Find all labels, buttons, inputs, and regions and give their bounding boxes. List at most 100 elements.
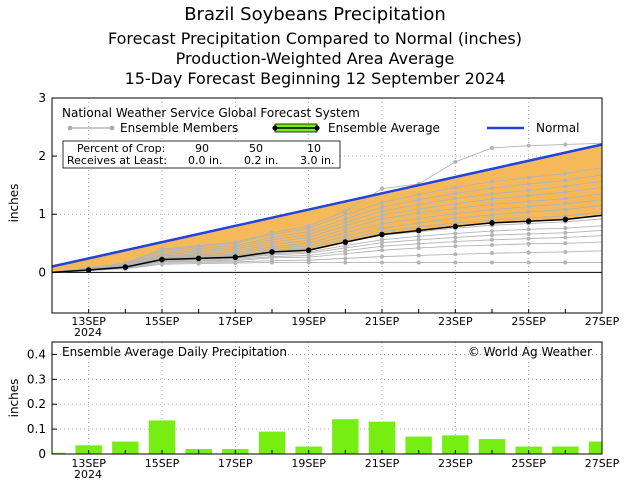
ensemble-member-point	[490, 233, 494, 238]
crop-table-row1-label: Percent of Crop:	[77, 142, 165, 155]
ensemble-member-point	[343, 212, 348, 217]
bottom-x-tick-label: 21SEP	[365, 457, 400, 470]
ensemble-member-point	[453, 216, 458, 221]
crop-table-box	[62, 140, 341, 169]
ensemble-member-point	[380, 226, 384, 231]
crop-table-row1-value-1: 90	[195, 142, 209, 155]
ensemble-member-series	[51, 199, 603, 273]
ensemble-member-point	[490, 243, 494, 248]
ensemble-member-point	[380, 205, 384, 210]
ensemble-member-point	[343, 256, 348, 261]
ensemble-member-point	[343, 234, 348, 239]
ensemble-member-point	[380, 186, 384, 191]
ensemble-member-line	[51, 180, 603, 273]
ensemble-member-point	[526, 182, 531, 186]
top-x-tick-label: 13SEP	[71, 315, 106, 328]
ensemble-member-point	[453, 159, 458, 164]
top-x-tick-label: 17SEP	[218, 315, 253, 328]
legend-average-dot-right	[314, 125, 320, 131]
ensemble-member-point	[196, 243, 201, 248]
ensemble-member-point	[306, 229, 311, 234]
ensemble-member-point	[526, 227, 531, 232]
ensemble-member-point	[526, 193, 531, 198]
ensemble-average-point	[122, 264, 129, 270]
chart-subtitle-3: 15-Day Forecast Beginning 12 September 2…	[124, 69, 506, 88]
daily-bar	[112, 441, 139, 454]
ensemble-member-point	[490, 260, 494, 265]
daily-bar	[75, 445, 102, 454]
ensemble-member-point	[526, 209, 531, 214]
ensemble-member-point	[526, 236, 531, 241]
ensemble-member-point	[453, 239, 458, 244]
daily-bar	[442, 435, 469, 454]
ensemble-member-point	[343, 230, 348, 235]
ensemble-member-point	[490, 145, 494, 150]
ensemble-member-point	[416, 211, 421, 216]
daily-bar	[588, 441, 602, 454]
chart-subtitle: Forecast Precipitation Compared to Norma…	[107, 29, 522, 48]
top-y-tick-label: 3	[38, 91, 46, 105]
ensemble-average-point	[159, 256, 165, 263]
bottom-y-tick-label: 0	[38, 447, 46, 461]
ensemble-member-point	[233, 240, 238, 245]
daily-bar	[478, 439, 506, 454]
ensemble-member-point	[490, 197, 494, 202]
ensemble-member-point	[453, 206, 458, 211]
ensemble-member-point	[563, 190, 568, 195]
ensemble-member-point	[160, 247, 164, 252]
ensemble-member-point	[416, 260, 421, 265]
ensemble-average-point	[232, 254, 239, 261]
ensemble-member-series	[51, 142, 603, 273]
top-x-tick-label: 21SEP	[365, 315, 400, 328]
cumulative-panel: 0 1 2 3 13SEP 15SEP 17SEP 19SEP 21SEP 23SEP 25SEP…	[7, 91, 620, 339]
bottom-x-tick-label: 19SEP	[291, 457, 326, 470]
ensemble-member-point	[453, 231, 458, 236]
ensemble-member-point	[526, 260, 531, 265]
ensemble-member-point	[306, 223, 311, 228]
ensemble-member-line	[51, 193, 603, 273]
ensemble-member-point	[563, 207, 568, 212]
ensemble-member-point	[343, 220, 348, 225]
ensemble-member-point	[416, 216, 421, 221]
daily-bar	[332, 419, 359, 454]
bottom-y-tick-label: 0.1	[27, 422, 46, 436]
ensemble-member-point	[416, 192, 421, 197]
ensemble-member-point	[526, 204, 531, 209]
ensemble-average-point	[269, 249, 275, 255]
legend-members-dot-right	[109, 125, 115, 131]
bottom-year-label: 2024	[74, 468, 102, 481]
ensemble-member-point	[380, 260, 384, 265]
ensemble-member-point	[416, 202, 421, 207]
ensemble-member-point	[563, 249, 568, 254]
ensemble-member-point	[563, 260, 568, 265]
ensemble-average-point	[452, 223, 459, 230]
legend-members-label: Ensemble Members	[120, 121, 238, 135]
bottom-x-tick-label: 17SEP	[218, 457, 253, 470]
top-plot-frame	[51, 97, 603, 314]
bottom-panel-title: Ensemble Average Daily Precipitation	[62, 345, 287, 359]
crop-table-row2-label: Receives at Least:	[67, 154, 167, 167]
ensemble-member-point	[490, 202, 494, 207]
ensemble-member-line	[51, 235, 603, 273]
ensemble-member-point	[380, 200, 384, 205]
ensemble-average-point	[85, 267, 92, 273]
ensemble-member-point	[380, 240, 384, 245]
chart-title: Brazil Soybeans Precipitation	[184, 4, 446, 25]
ensemble-member-point	[306, 258, 311, 263]
ensemble-member-point	[490, 207, 494, 212]
ensemble-member-line	[51, 174, 603, 273]
bottom-x-tick-label: 15SEP	[145, 457, 180, 470]
ensemble-average-line	[51, 214, 603, 274]
top-y-tick-label: 0	[38, 265, 46, 279]
ensemble-member-point	[563, 235, 568, 240]
ensemble-member-point	[270, 230, 274, 235]
ensemble-member-point	[453, 191, 458, 196]
ensemble-average-markers	[85, 216, 569, 273]
ensemble-member-line	[51, 199, 603, 273]
ensemble-average-point	[415, 227, 422, 234]
ensemble-member-point	[563, 196, 568, 201]
top-x-tick-label: 27SEP	[585, 315, 620, 328]
top-y-tick-label: 2	[38, 149, 46, 163]
credit-text: © World Ag Weather	[468, 345, 592, 359]
ensemble-member-point	[416, 241, 421, 246]
